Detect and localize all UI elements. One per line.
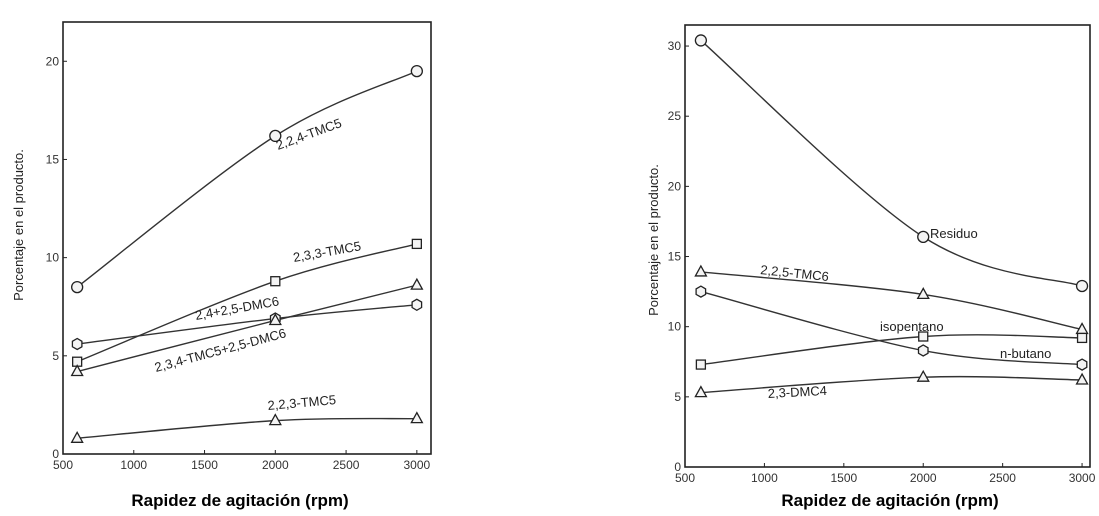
y-tick-label: 5 xyxy=(674,390,681,404)
y-tick-label: 20 xyxy=(46,54,60,68)
y-tick-label: 20 xyxy=(668,179,682,193)
x-tick-label: 3000 xyxy=(403,458,430,472)
y-tick-label: 0 xyxy=(674,460,681,474)
series-label-224tmc5: 2,2,4-TMC5 xyxy=(274,115,344,153)
data-point-0 xyxy=(71,280,84,294)
series-line-0 xyxy=(700,39,1083,287)
data-point-3 xyxy=(1076,358,1088,371)
data-point-1 xyxy=(411,238,422,250)
series-label-23dmc4: 2,3-DMC4 xyxy=(767,383,827,401)
series-label-isopentano: isopentano xyxy=(880,319,944,334)
plot-frame-left xyxy=(62,21,432,455)
y-tick-label: 10 xyxy=(46,251,60,265)
series-line-0 xyxy=(76,70,418,288)
x-axis-label-right: Rapidez de agitación (rpm) xyxy=(781,491,998,510)
series-label-residuo: Residuo xyxy=(930,226,978,241)
x-axis-label-left: Rapidez de agitación (rpm) xyxy=(131,491,348,510)
series-label-225tmc6: 2,2,5-TMC6 xyxy=(760,262,830,284)
data-point-4 xyxy=(410,411,424,424)
x-tick-label: 500 xyxy=(53,458,73,472)
x-tick-label: 1000 xyxy=(751,471,778,485)
data-point-4 xyxy=(268,413,282,426)
x-tick-label: 2000 xyxy=(910,471,937,485)
series-label-233tmc5: 2,3,3-TMC5 xyxy=(292,238,362,265)
data-point-3 xyxy=(917,344,929,357)
y-tick-label: 30 xyxy=(668,39,682,53)
series-line-4 xyxy=(700,375,1083,394)
data-point-2 xyxy=(918,331,929,342)
x-tick-label: 2500 xyxy=(333,458,360,472)
x-tick-label: 2000 xyxy=(262,458,289,472)
data-point-1 xyxy=(916,287,930,300)
y-axis-label-right: Porcentaje en el producto. xyxy=(646,164,661,316)
data-point-0 xyxy=(1075,279,1089,293)
y-tick-label: 10 xyxy=(668,320,682,334)
data-point-1 xyxy=(694,264,708,277)
chart-left: 0 5 10 15 20 500 1000 1500 2000 2500 3000 Porcent… xyxy=(11,21,432,510)
series-line-3 xyxy=(700,290,1083,366)
data-point-0 xyxy=(410,64,423,78)
x-tick-label: 3000 xyxy=(1069,471,1096,485)
data-point-3 xyxy=(695,285,707,298)
x-tick-label: 2500 xyxy=(989,471,1016,485)
data-point-0 xyxy=(917,230,930,244)
data-point-2 xyxy=(411,298,423,312)
y-tick-label: 15 xyxy=(46,152,60,166)
data-point-2 xyxy=(695,359,707,370)
data-point-4 xyxy=(694,385,708,398)
data-point-4 xyxy=(1075,372,1089,385)
chart-right: 0 5 10 15 20 25 30 500 1000 1500 2000 2500 3000 Por… xyxy=(646,24,1096,510)
y-tick-label: 15 xyxy=(668,250,682,264)
data-point-2 xyxy=(71,337,83,351)
y-tick-label: 25 xyxy=(668,109,682,123)
x-tick-label: 1000 xyxy=(120,458,147,472)
data-point-2 xyxy=(1076,332,1088,344)
data-point-3 xyxy=(70,364,84,377)
x-tick-label: 1500 xyxy=(191,458,218,472)
series-label-234tmc5-25dmc6: 2,3,4-TMC5+2,5-DMC6 xyxy=(153,325,288,375)
y-axis-label-left: Porcentaje en el producto. xyxy=(11,149,26,301)
x-tick-label: 500 xyxy=(675,471,695,485)
x-tick-label: 1500 xyxy=(830,471,857,485)
data-point-4 xyxy=(916,369,930,382)
plot-frame-right xyxy=(684,24,1091,468)
series-label-223tmc5: 2,2,3-TMC5 xyxy=(267,392,337,413)
data-point-4 xyxy=(70,430,84,443)
data-point-3 xyxy=(268,313,282,326)
y-tick-label: 5 xyxy=(52,349,59,363)
data-point-1 xyxy=(270,276,281,287)
data-point-0 xyxy=(694,34,708,47)
data-point-0 xyxy=(269,129,282,143)
series-line-4 xyxy=(77,417,417,439)
data-point-3 xyxy=(410,277,424,290)
y-tick-label: 0 xyxy=(52,447,59,461)
series-line-2 xyxy=(77,304,417,345)
series-label-24-25dmc6: 2,4+2,5-DMC6 xyxy=(194,293,280,323)
series-label-n-butano: n-butano xyxy=(1000,346,1051,361)
